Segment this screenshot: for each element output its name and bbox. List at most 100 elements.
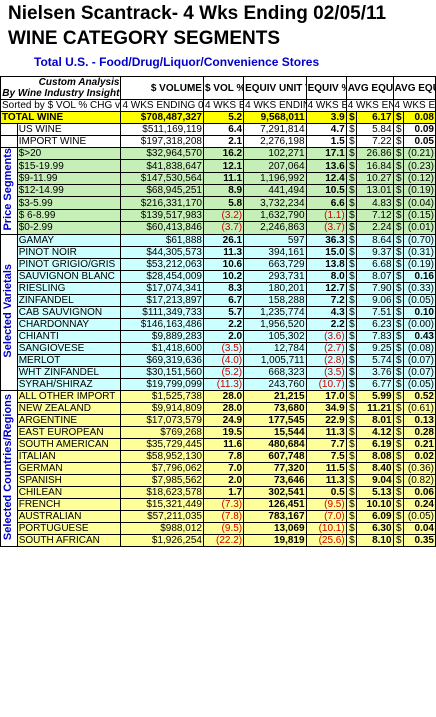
vol-chg-cell: 11.3 xyxy=(202,245,245,259)
volume-cell: $1,525,738 xyxy=(120,389,204,403)
price-dollar-sign: $ xyxy=(345,365,357,379)
price-dollar-sign: $ xyxy=(345,281,357,295)
equiv-unit-vol-cell: 73,646 xyxy=(243,473,307,487)
avg-price-cell: 6.68 xyxy=(355,257,394,271)
row-label: US WINE xyxy=(16,123,122,136)
vol-chg-cell: (3.2) xyxy=(202,208,245,223)
avg-price-cell: 9.06 xyxy=(355,293,394,307)
equiv-unit-vol-cell: 1,005,711 xyxy=(243,353,307,367)
equiv-chg-cell: (25.6) xyxy=(305,533,347,547)
equiv-chg-cell: (9.5) xyxy=(305,497,347,511)
price-dollar-sign: $ xyxy=(345,257,357,271)
price-dollar-sign: $ xyxy=(345,184,357,198)
chg-dollar-sign: $ xyxy=(392,317,404,331)
vol-chg-cell: 6.4 xyxy=(202,123,245,136)
avg-price-chg-cell: (0.05) xyxy=(402,377,436,391)
table-row: EAST EUROPEAN $769,268 19.5 15,544 11.3 $4.12… xyxy=(1,425,436,439)
row-label: SOUTH AMERICAN xyxy=(16,437,122,451)
row-label: $9-11.99 xyxy=(16,171,122,186)
price-dollar-sign: $ xyxy=(345,135,357,148)
equiv-chg-cell: (7.0) xyxy=(305,509,347,523)
volume-cell: $708,487,327 xyxy=(120,111,204,124)
avg-price-chg-cell: (0.31) xyxy=(402,245,436,259)
equiv-unit-vol-cell: 73,680 xyxy=(243,401,307,415)
chg-dollar-sign: $ xyxy=(392,293,404,307)
avg-price-chg-cell: (0.05) xyxy=(402,509,436,523)
row-label: $ 6-8.99 xyxy=(16,208,122,223)
avg-price-chg-cell: 0.13 xyxy=(402,413,436,427)
row-label: CAB SAUVIGNON xyxy=(16,305,122,319)
equiv-unit-vol-cell: 105,302 xyxy=(243,329,307,343)
equiv-unit-vol-cell: 394,161 xyxy=(243,245,307,259)
table-row: CHILEAN $18,623,578 1.7 302,541 0.5 $5.13 $0.0… xyxy=(1,485,436,499)
avg-price-cell: 10.10 xyxy=(355,497,394,511)
vol-chg-cell: 11.6 xyxy=(202,437,245,451)
vol-chg-cell: 16.2 xyxy=(202,146,245,161)
avg-price-cell: 7.12 xyxy=(355,208,394,223)
equiv-chg-cell: 17.1 xyxy=(305,146,347,161)
price-dollar-sign: $ xyxy=(345,497,357,511)
avg-price-chg-cell: (0.12) xyxy=(402,171,436,186)
vol-chg-cell: 19.5 xyxy=(202,425,245,439)
chg-dollar-sign: $ xyxy=(392,437,404,451)
report-subtitle: WINE CATEGORY SEGMENTS xyxy=(8,28,281,49)
avg-price-cell: 6.19 xyxy=(355,437,394,451)
avg-price-chg-cell: 0.21 xyxy=(402,437,436,451)
table-row: $0-2.99 $60,413,846 (3.7) 2,246,863 (3.7) $2.… xyxy=(1,221,436,235)
equiv-chg-cell: 8.0 xyxy=(305,269,347,283)
table-row: $9-11.99 $147,530,564 11.1 1,196,992 12.4 $10… xyxy=(1,171,436,186)
row-label: MERLOT xyxy=(16,353,122,367)
vol-chg-cell: (7.8) xyxy=(202,509,245,523)
equiv-unit-vol-cell: 243,760 xyxy=(243,377,307,391)
avg-price-chg-header: AVG EQUIV 750ml PRICE CHG vs YR AGO xyxy=(392,76,436,100)
chg-dollar-sign: $ xyxy=(392,208,404,223)
period-label: 4 WKS ENDING 02/05/11 xyxy=(243,99,307,112)
equiv-chg-cell: (1.1) xyxy=(305,208,347,223)
vol-chg-cell: (9.5) xyxy=(202,521,245,535)
row-label: PINOT NOIR xyxy=(16,245,122,259)
chg-dollar-sign: $ xyxy=(392,389,404,403)
wine-segments-table: Custom Analysis By Wine Industry Insight… xyxy=(0,76,436,717)
vol-chg-cell: 2.0 xyxy=(202,329,245,343)
chg-dollar-sign: $ xyxy=(392,221,404,235)
total-wine-row: TOTAL WINE $708,487,327 5.2 9,568,011 3.9 $6.… xyxy=(0,111,436,124)
row-label: SANGIOVESE xyxy=(16,341,122,355)
chg-dollar-sign: $ xyxy=(392,245,404,259)
table-row: Price Segments $>20 $32,964,570 16.2 102,271… xyxy=(0,146,436,235)
avg-price-cell: 8.64 xyxy=(355,233,394,247)
volume-cell: $139,517,983 xyxy=(120,208,204,223)
table-row: ZINFANDEL $17,213,897 6.7 158,288 7.2 $9.06 $(… xyxy=(1,293,436,307)
vol-chg-cell: 10.2 xyxy=(202,269,245,283)
table-row: SAUVIGNON BLANC $28,454,009 10.2 293,731 8.0… xyxy=(1,269,436,283)
row-label: ARGENTINE xyxy=(16,413,122,427)
avg-price-cell: 5.84 xyxy=(355,123,394,136)
chg-dollar-sign: $ xyxy=(392,184,404,198)
row-label: EAST EUROPEAN xyxy=(16,425,122,439)
row-label: IMPORT WINE xyxy=(16,135,122,148)
table-row: SOUTH AMERICAN $35,729,445 11.6 480,684 7.7 $… xyxy=(1,437,436,451)
period-label: 4 WKS ENDING 02/05/11 xyxy=(305,99,347,112)
row-label: CHARDONNAY xyxy=(16,317,122,331)
table-row: IMPORT WINE $197,318,208 2.1 2,276,198 1.5 $7… xyxy=(0,135,436,148)
avg-price-cell: 8.08 xyxy=(355,449,394,463)
equiv-chg-cell: 7.7 xyxy=(305,437,347,451)
row-label: PORTUGUESE xyxy=(16,521,122,535)
price-dollar-sign: $ xyxy=(345,461,357,475)
table-row: $12-14.99 $68,945,251 8.9 441,494 10.5 $13.01… xyxy=(1,184,436,198)
equiv-chg-cell: 12.7 xyxy=(305,281,347,295)
avg-price-chg-cell: (0.15) xyxy=(402,208,436,223)
equiv-chg-cell: 11.5 xyxy=(305,461,347,475)
equiv-chg-cell: (3.6) xyxy=(305,329,347,343)
vol-chg-cell: (3.7) xyxy=(202,221,245,235)
volume-cell: $9,889,283 xyxy=(120,329,204,343)
table-row: FRENCH $15,321,449 (7.3) 126,451 (9.5) $10.10… xyxy=(1,497,436,511)
equiv-unit-vol-cell: 102,271 xyxy=(243,146,307,161)
vol-chg-cell: 24.9 xyxy=(202,413,245,427)
equiv-unit-vol-cell: 302,541 xyxy=(243,485,307,499)
avg-price-cell: 6.09 xyxy=(355,509,394,523)
chg-dollar-sign: $ xyxy=(392,521,404,535)
row-label: SPANISH xyxy=(16,473,122,487)
volume-cell: $58,952,130 xyxy=(120,449,204,463)
chg-dollar-sign: $ xyxy=(392,196,404,210)
sort-note: Sorted by $ VOL % CHG vs YR AGO xyxy=(0,99,122,112)
